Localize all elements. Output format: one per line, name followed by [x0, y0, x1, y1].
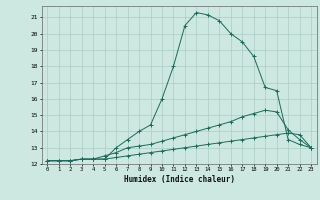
X-axis label: Humidex (Indice chaleur): Humidex (Indice chaleur) [124, 175, 235, 184]
